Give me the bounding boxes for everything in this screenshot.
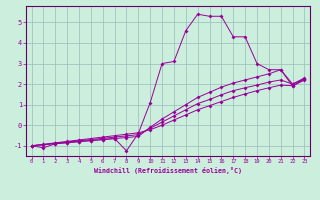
- X-axis label: Windchill (Refroidissement éolien,°C): Windchill (Refroidissement éolien,°C): [94, 167, 242, 174]
